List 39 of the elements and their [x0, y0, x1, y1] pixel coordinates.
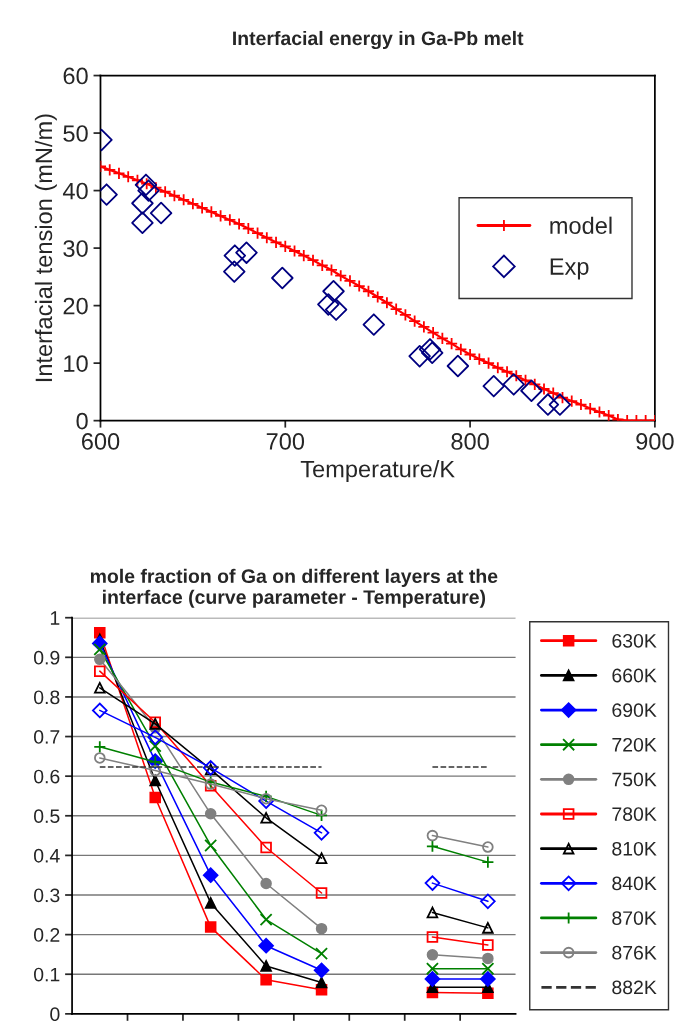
y-tick-label: 0.1 — [34, 967, 60, 982]
y-tick-label: 0.8 — [34, 690, 60, 705]
y-tick-label: 50 — [63, 125, 88, 142]
y-tick-label: 1 — [50, 611, 60, 625]
legend-label: 660K — [612, 668, 657, 683]
legend-label: 810K — [612, 841, 657, 856]
y-tick-label: 0 — [50, 1007, 60, 1021]
legend-label: 870K — [612, 911, 657, 925]
y-tick-label: 30 — [63, 240, 88, 257]
y-tick-label: 0 — [76, 412, 88, 430]
x-axis-title: Temperature/K — [300, 460, 455, 483]
legend-label: 780K — [612, 807, 657, 821]
legend-label: 750K — [612, 772, 657, 787]
y-tick-label: 60 — [63, 67, 88, 85]
legend-label: Exp — [550, 258, 589, 280]
x-tick-label: 600 — [81, 433, 120, 450]
x-tick-label: 700 — [266, 433, 305, 450]
legend-label: 840K — [612, 876, 657, 891]
legend-label: 882K — [612, 980, 657, 995]
y-tick-label: 20 — [63, 297, 88, 315]
x-tick-label: 800 — [451, 433, 489, 450]
legend-label: 720K — [612, 737, 657, 752]
y-tick-label: 0.3 — [34, 888, 60, 903]
y-tick-label: 0.2 — [34, 928, 60, 942]
chart-title: Interfacial energy in Ga-Pb melt — [233, 30, 524, 50]
legend-label: 630K — [612, 633, 657, 648]
y-tick-label: 0.5 — [34, 809, 60, 824]
x-tick-label: 900 — [636, 433, 674, 450]
legend-label: 690K — [612, 703, 657, 718]
y-axis-title: Interfacial tension (mN/m) — [34, 114, 57, 382]
y-tick-label: 40 — [62, 182, 88, 200]
legend-label: 876K — [612, 945, 657, 960]
y-tick-label: 0.9 — [34, 650, 60, 665]
legend-label: model — [550, 216, 612, 234]
y-tick-label: 0.7 — [34, 730, 60, 744]
y-tick-label: 0.4 — [34, 848, 60, 863]
y-tick-label: 0.6 — [34, 769, 60, 784]
chart-title: mole fraction of Ga on different layers at the interface (curve parameter - Temperature) — [90, 568, 498, 608]
y-tick-label: 10 — [64, 355, 88, 372]
